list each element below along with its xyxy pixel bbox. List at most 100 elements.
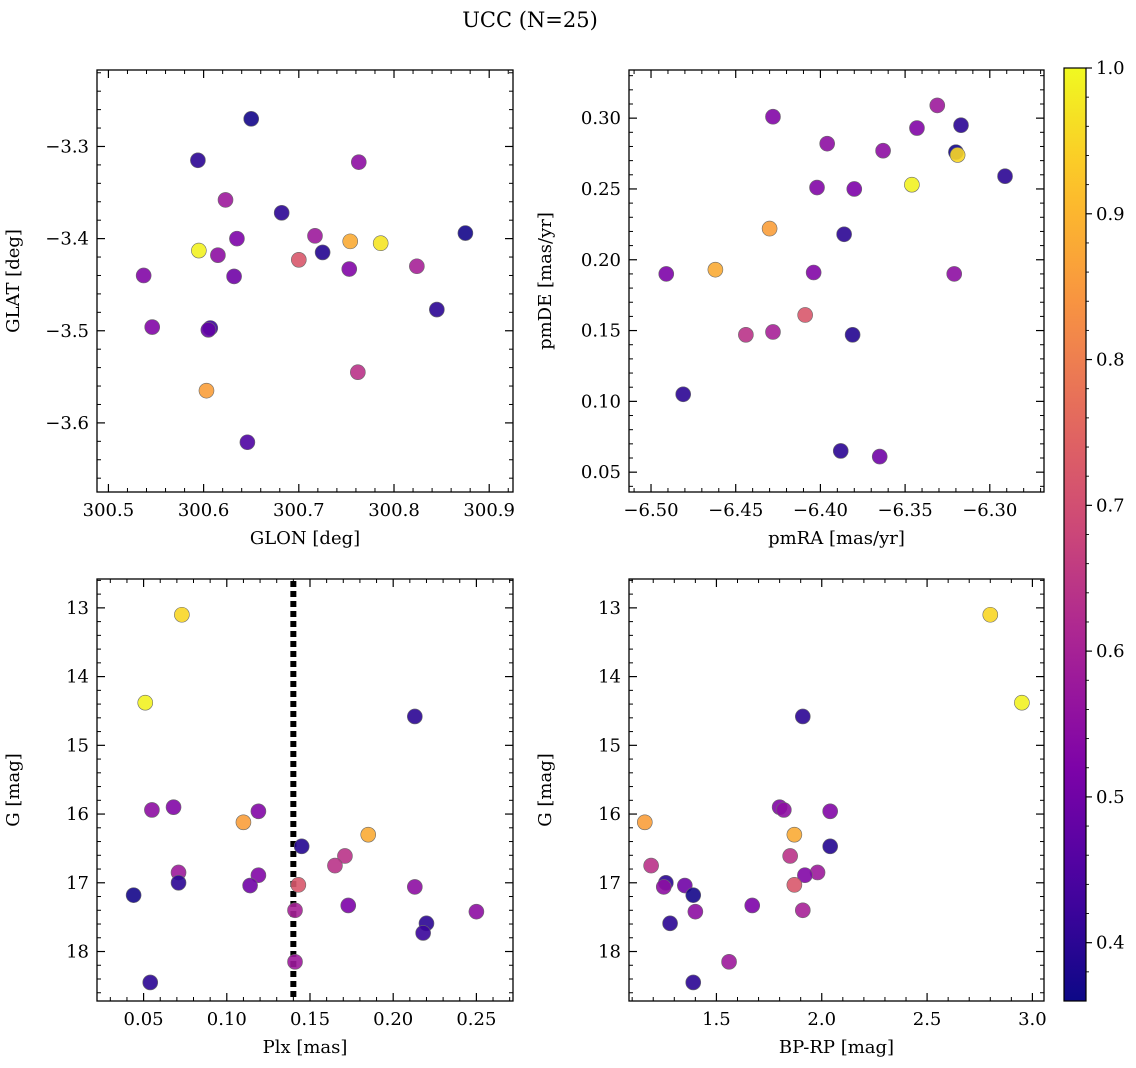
x-tick-label: 2.0 (807, 1009, 836, 1030)
x-axis-label: BP-RP [mag] (779, 1037, 894, 1058)
scatter-point (836, 226, 852, 243)
scatter-point (687, 903, 704, 920)
y-tick-label: −3.5 (45, 321, 89, 342)
scatter-point (342, 233, 359, 250)
scatter-point (909, 120, 925, 136)
scatter-point (953, 117, 969, 134)
scatter-point (135, 267, 152, 284)
y-axis-label: pmDE [mas/yr] (535, 212, 556, 350)
x-tick-label: 300.8 (368, 500, 420, 521)
scatter-point (797, 867, 813, 884)
x-tick-label: −6.50 (623, 500, 678, 521)
scatter-point (242, 877, 258, 894)
scatter-point (144, 802, 160, 818)
scatter-point (761, 220, 778, 237)
scatter-point (468, 903, 485, 920)
scatter-point (217, 192, 234, 208)
scatter-point (125, 887, 142, 903)
scatter-point (805, 264, 822, 281)
y-tick-label: 0.15 (581, 321, 621, 342)
y-tick-label: 13 (598, 598, 621, 619)
scatter-point (832, 443, 849, 459)
y-tick-label: 0.25 (581, 179, 621, 200)
scatter-point (822, 803, 838, 820)
scatter-point (875, 142, 891, 159)
axes-frame (628, 578, 1045, 1002)
y-tick-label: 0.10 (581, 391, 621, 412)
y-axis-label: GLAT [deg] (3, 229, 24, 333)
colorbar: 0.4 0.5 0.6 0.7 0.8 0.9 1.0 (1063, 58, 1125, 1002)
scatter-point (273, 205, 290, 221)
scatter-point (904, 176, 920, 193)
y-tick-label: 15 (66, 735, 89, 756)
y-tick-label: −3.3 (45, 136, 89, 157)
scatter-panels: 300.5 300.6 300.7 300.8 300.9 −3.3 −3.4 −3.5 −3.… (3, 69, 1047, 1058)
x-tick-label: 1.5 (702, 1009, 731, 1030)
panel-plx-g: 0.05 0.10 0.15 0.20 0.25 13 14 15 16 17 18 Plx [mas… (3, 578, 514, 1058)
scatter-point (982, 606, 999, 623)
x-axis-label: GLON [deg] (250, 528, 360, 549)
scatter-point (287, 954, 303, 970)
scatter-point (794, 902, 811, 919)
y-tick-label: 16 (66, 804, 89, 825)
scatter-point (765, 324, 781, 340)
colorbar-tick-label: 0.9 (1096, 204, 1125, 225)
scatter-point (350, 154, 367, 170)
y-tick-label: −3.6 (45, 413, 89, 434)
scatter-point (235, 814, 252, 831)
scatter-point (170, 874, 187, 891)
y-tick-label: 18 (598, 942, 621, 963)
y-tick-label: 14 (598, 667, 621, 688)
scatter-point (250, 867, 267, 884)
x-tick-label: 0.15 (290, 1009, 330, 1030)
panel-glon-glat: 300.5 300.6 300.7 300.8 300.9 −3.3 −3.4 −3.5 −3.… (3, 69, 515, 549)
scatter-point (655, 879, 672, 895)
scatter-point (844, 327, 861, 343)
y-tick-label: 0.20 (581, 250, 621, 271)
x-axis-label: pmRA [mas/yr] (768, 528, 905, 549)
colorbar-gradient (1063, 67, 1087, 1002)
scatter-point (290, 877, 307, 893)
axes-frame (628, 69, 1045, 493)
colorbar-tick-label: 0.8 (1096, 350, 1125, 371)
scatter-point (350, 364, 366, 381)
scatter-point (819, 135, 835, 152)
scatter-point (198, 382, 215, 399)
y-tick-label: 0.30 (581, 108, 621, 129)
y-tick-label: 14 (66, 667, 89, 688)
y-tick-label: −3.4 (45, 229, 89, 250)
scatter-point (200, 322, 217, 338)
scatter-point (287, 902, 303, 919)
scatter-point (457, 225, 474, 241)
x-tick-label: 300.5 (83, 500, 135, 521)
x-tick-label: −6.40 (793, 500, 848, 521)
y-tick-label: 0.05 (581, 462, 621, 483)
scatter-point (846, 181, 863, 197)
scatter-point (429, 301, 445, 318)
scatter-point (191, 242, 207, 259)
y-axis-label: G [mag] (535, 753, 556, 826)
x-tick-label: −6.30 (962, 500, 1017, 521)
scatter-point (341, 261, 358, 277)
panel-pmra-pmde: −6.50 −6.45 −6.40 −6.35 −6.30 0.05 0.10 0.15 0.2… (535, 69, 1045, 549)
x-tick-label: 300.7 (273, 500, 325, 521)
scatter-point (407, 879, 423, 895)
x-tick-label: −6.45 (708, 500, 763, 521)
scatter-point (797, 307, 813, 323)
scatter-point (658, 266, 675, 282)
x-tick-label: 2.5 (913, 1009, 942, 1030)
scatter-point (314, 244, 331, 261)
scatter-point (662, 915, 678, 932)
scatter-point (142, 974, 159, 991)
scatter-point (822, 838, 838, 855)
scatter-point (636, 814, 653, 831)
scatter-point (949, 147, 966, 163)
scatter-point (137, 694, 154, 711)
scatter-point (229, 230, 245, 247)
scatter-point (250, 803, 267, 820)
scatter-point (809, 179, 825, 196)
scatter-point (291, 252, 307, 268)
x-axis-label: Plx [mas] (263, 1037, 348, 1058)
scatter-point (210, 247, 226, 264)
